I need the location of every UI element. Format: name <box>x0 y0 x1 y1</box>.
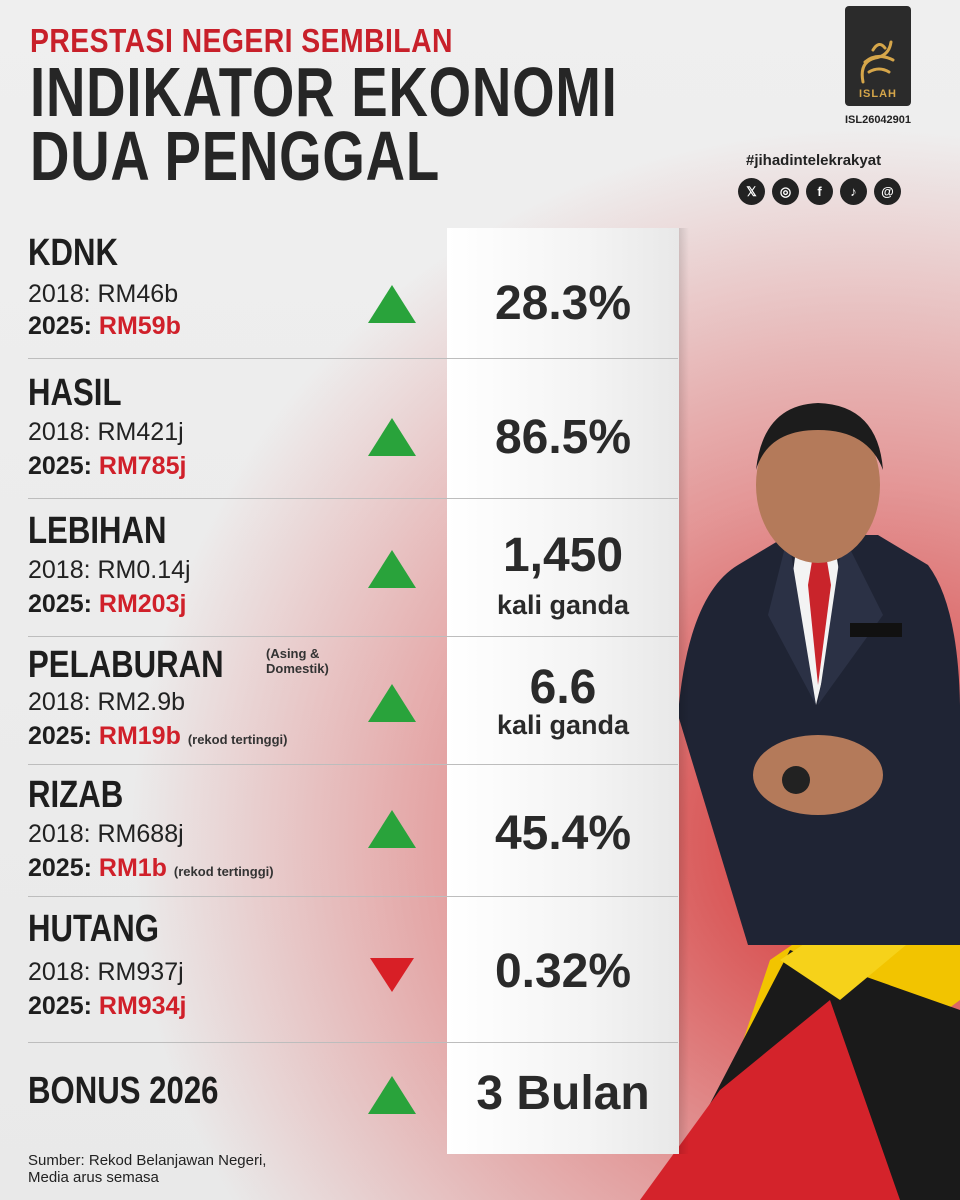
change-value: 1,450 <box>502 529 624 582</box>
main-title-line-1: INDIKATOR EKONOMI <box>30 53 618 131</box>
change-value: 86.5% <box>494 411 632 464</box>
kicker-title: PRESTASI NEGERI SEMBILAN <box>30 22 453 59</box>
source-line-1: Sumber: Rekod Belanjawan Negeri, <box>28 1152 267 1169</box>
brand-block: ISLAH ISL26042901 <box>836 6 920 126</box>
value-2018: 2018: RM688j <box>28 820 184 848</box>
value-2025: 2025: RM934j <box>28 992 186 1021</box>
social-icons: 𝕏 ◎ f ♪ @ <box>738 178 901 205</box>
year-prefix: 2025: <box>28 992 99 1020</box>
value-2025: 2025: RM59b <box>28 312 181 341</box>
indicator-note: (Asing & Domestik) <box>266 646 329 676</box>
calligraphy-icon <box>860 40 895 84</box>
value-2025-amount: RM19b <box>98 722 181 750</box>
year-prefix: 2025: <box>28 452 99 480</box>
row-divider <box>28 636 678 637</box>
header: PRESTASI NEGERI SEMBILAN INDIKATOR EKONO… <box>30 22 783 195</box>
indicator-label: HASIL <box>28 372 122 414</box>
facebook-icon[interactable]: f <box>806 178 833 205</box>
logo-text: ISLAH <box>859 88 897 100</box>
up-arrow-icon <box>368 810 416 848</box>
indicator-label: RIZAB <box>28 774 124 816</box>
value-2025-amount: RM934j <box>98 992 187 1020</box>
indicator-label: BONUS 2026 <box>28 1070 219 1112</box>
instagram-icon[interactable]: ◎ <box>772 178 799 205</box>
value-2025: 2025: RM19b (rekod tertinggi) <box>28 722 287 751</box>
note-line-1: (Asing & <box>266 646 320 661</box>
value-2018: 2018: RM421j <box>28 418 184 446</box>
value-2025-amount: RM203j <box>98 590 187 618</box>
up-arrow-icon <box>368 418 416 456</box>
value-2025: 2025: RM1b (rekod tertinggi) <box>28 854 274 883</box>
change-value: 3 Bulan <box>476 1067 650 1120</box>
row-divider <box>28 896 678 897</box>
threads-icon[interactable]: @ <box>874 178 901 205</box>
change-value: 45.4% <box>494 807 632 860</box>
note-line-2: Domestik) <box>266 661 329 676</box>
year-prefix: 2025: <box>28 854 99 882</box>
record-note: (rekod tertinggi) <box>173 864 274 879</box>
value-2018: 2018: RM2.9b <box>28 688 186 716</box>
record-note: (rekod tertinggi) <box>187 732 288 747</box>
source-note: Sumber: Rekod Belanjawan Negeri, Media a… <box>28 1152 266 1186</box>
value-2018: 2018: RM46b <box>28 280 179 308</box>
value-2025-amount: RM1b <box>98 854 167 882</box>
tiktok-icon[interactable]: ♪ <box>840 178 867 205</box>
value-2025: 2025: RM785j <box>28 452 186 481</box>
source-line-2: Media arus semasa <box>28 1169 159 1186</box>
indicator-label: LEBIHAN <box>28 510 167 552</box>
row-divider <box>28 1042 678 1043</box>
change-value: 28.3% <box>494 277 632 330</box>
change-unit: kali ganda <box>496 710 630 740</box>
indicator-label: HUTANG <box>28 908 159 950</box>
indicator-label: KDNK <box>28 232 119 274</box>
value-2025-amount: RM59b <box>98 312 181 340</box>
main-title-line-2: DUA PENGGAL <box>30 117 441 195</box>
up-arrow-icon <box>368 1076 416 1114</box>
official-portrait <box>678 403 960 945</box>
x-icon[interactable]: 𝕏 <box>738 178 765 205</box>
value-2025-amount: RM785j <box>98 452 187 480</box>
year-prefix: 2025: <box>28 722 99 750</box>
row-divider <box>28 764 678 765</box>
values-column <box>447 228 689 1154</box>
change-value: 6.6 <box>529 661 597 714</box>
down-arrow-icon <box>370 958 414 992</box>
year-prefix: 2025: <box>28 590 99 618</box>
up-arrow-icon <box>368 285 416 323</box>
up-arrow-icon <box>368 684 416 722</box>
row-divider <box>28 358 678 359</box>
post-code: ISL26042901 <box>844 114 912 126</box>
change-unit: kali ganda <box>496 590 630 620</box>
value-2018: 2018: RM0.14j <box>28 556 191 584</box>
indicator-label: PELABURAN <box>28 644 224 686</box>
value-2018: 2018: RM937j <box>28 958 184 986</box>
year-prefix: 2025: <box>28 312 99 340</box>
row-divider <box>28 498 678 499</box>
value-2025: 2025: RM203j <box>28 590 186 619</box>
up-arrow-icon <box>368 550 416 588</box>
hashtag: #jihadintelekrakyat <box>746 152 882 169</box>
islah-logo: ISLAH <box>845 6 911 106</box>
change-value: 0.32% <box>494 945 632 998</box>
